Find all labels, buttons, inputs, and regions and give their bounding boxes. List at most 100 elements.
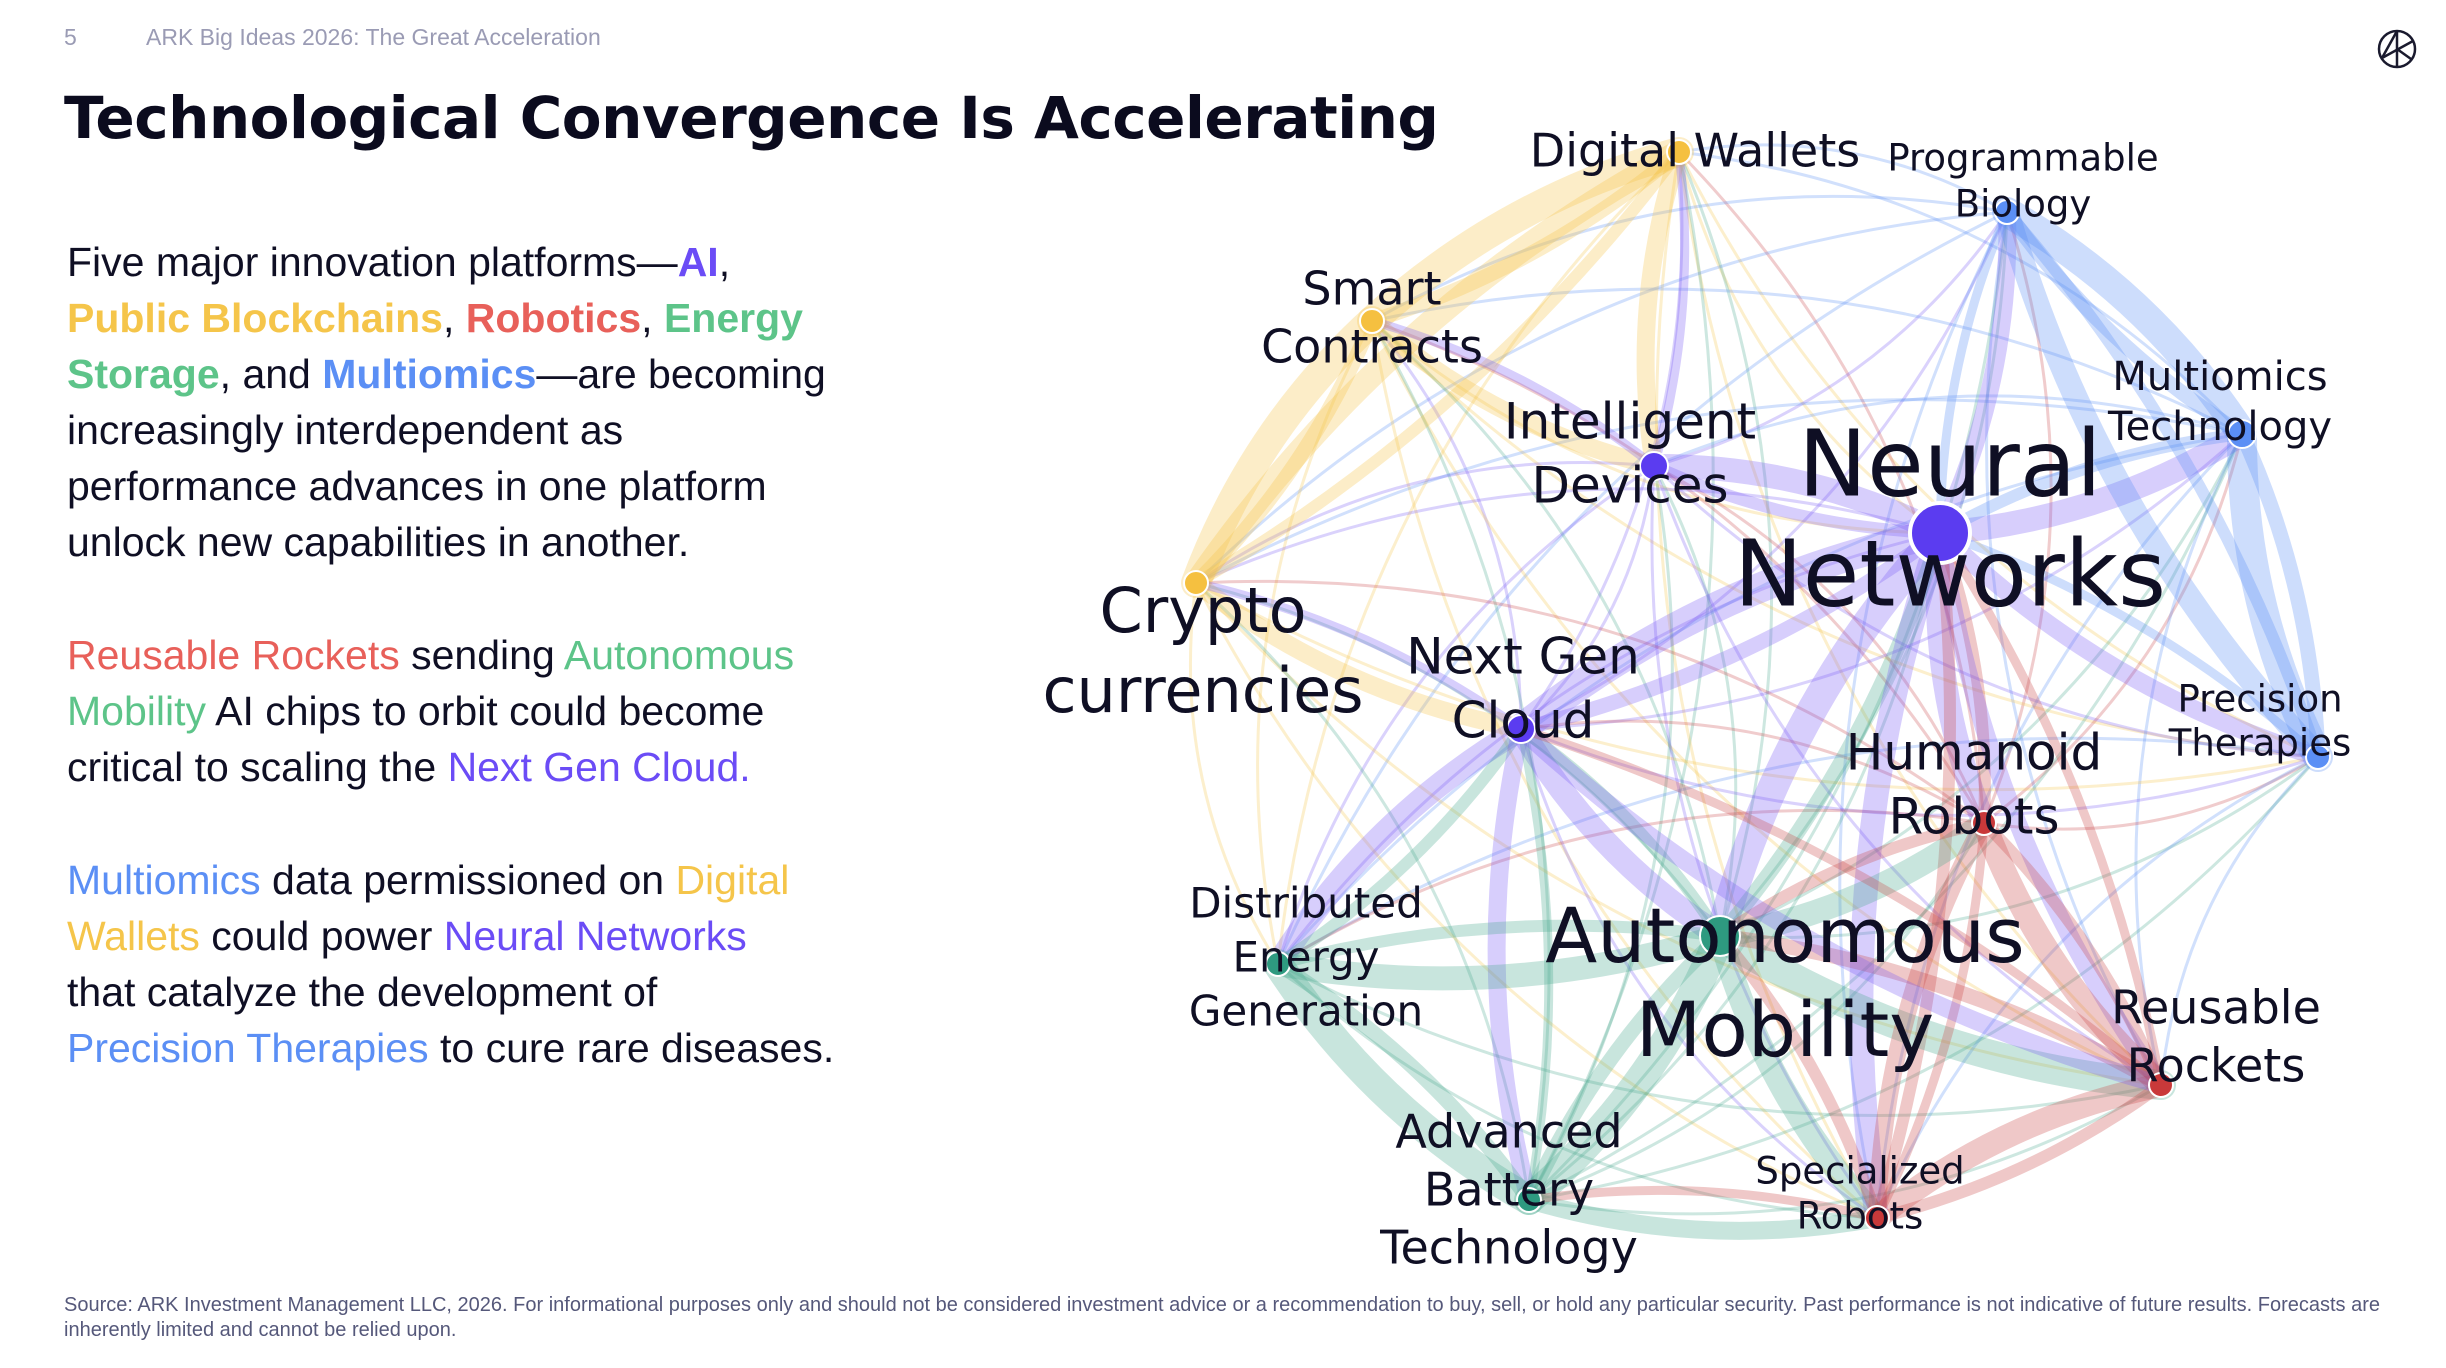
highlight-ai: Neural Networks	[443, 913, 747, 959]
connection-edge-de-ab	[1270, 956, 1537, 1208]
text-segment: unlock new capabilities in another.	[67, 519, 690, 565]
node-label-nn: Neural	[1798, 410, 2102, 517]
node-label-pb: Programmable	[1887, 137, 2158, 180]
connection-edge-de-am	[1272, 919, 1726, 970]
paragraph-line: critical to scaling the Next Gen Cloud.	[67, 739, 794, 795]
connection-edge	[1652, 465, 1738, 937]
connection-edge	[1371, 319, 1722, 937]
node-label-sc: Contracts	[1261, 320, 1483, 374]
connection-edge-dw-cc	[1184, 140, 1691, 595]
connection-edge-nn-hr	[1934, 527, 1991, 829]
connection-edge	[1653, 394, 2243, 468]
highlight-multiomics: Multiomics	[67, 857, 261, 903]
connection-edge-nn-mt	[1928, 422, 2254, 545]
connection-edge-mt-pt	[2226, 419, 2333, 772]
highlight-blockchain: Wallets	[67, 913, 200, 959]
connection-edge	[1370, 320, 2162, 1087]
node-id	[1639, 451, 1669, 481]
text-segment: Five major innovation platforms—	[67, 239, 678, 285]
connection-edge-am-sr	[1714, 930, 1883, 1224]
node-de	[1265, 951, 1291, 977]
multiomics-example-paragraph: Multiomics data permissioned on Digital W…	[67, 852, 834, 1076]
connection-edge	[1527, 211, 2009, 1202]
connection-edge	[1520, 211, 2009, 731]
connection-edge-ab-sr	[1520, 1191, 1886, 1240]
connection-edge	[1719, 755, 2319, 940]
node-label-pb: Biology	[1955, 183, 2092, 226]
node-ab	[1516, 1187, 1542, 1213]
connection-edge-rr-sr	[1871, 1079, 2167, 1224]
connection-edge	[1195, 461, 1655, 585]
node-ngc	[1506, 714, 1536, 744]
text-segment: to cure rare diseases.	[428, 1025, 835, 1071]
connection-edge	[1653, 211, 2009, 468]
connection-edge	[1520, 432, 2244, 731]
connection-edge-mt-pt	[2234, 426, 2326, 765]
connection-edge-rr-sr	[1865, 1073, 2173, 1230]
node-label-de: Energy	[1232, 933, 1379, 982]
paragraph-line: Wallets could power Neural Networks	[67, 908, 834, 964]
node-label-hr: Robots	[1888, 788, 2059, 846]
connection-edge	[1276, 210, 2008, 965]
node-pb	[1994, 199, 2020, 225]
connection-edge-nn-pt	[1931, 524, 2327, 766]
node-label-ab: Battery	[1424, 1163, 1594, 1217]
connection-edge-am-hr	[1714, 817, 1990, 942]
node-label-sc: Smart	[1302, 262, 1441, 316]
connection-edge-nn-hr	[1925, 521, 1996, 835]
connection-edge-nn-ngc	[1513, 525, 1948, 737]
connection-edge	[1276, 150, 1681, 965]
node-label-ngc: Cloud	[1452, 692, 1595, 750]
highlight-ai: AI	[677, 239, 719, 285]
highlight-multiomics: Multiomics	[322, 351, 537, 397]
highlight-ai: Next Gen Cloud.	[447, 744, 751, 790]
node-am	[1699, 915, 1741, 957]
connection-edge	[1719, 433, 2244, 938]
connection-edge	[1527, 465, 1674, 1201]
connection-edge	[1678, 150, 2244, 436]
paragraph-line: unlock new capabilities in another.	[67, 514, 826, 570]
connection-edge	[1519, 728, 1878, 1220]
text-segment: increasingly interdependent as	[67, 407, 624, 453]
connection-edge-nn-rr	[1931, 524, 2170, 1094]
highlight-robotics: Reusable Rockets	[67, 632, 400, 678]
connection-edge	[1652, 465, 2162, 1087]
connection-edge	[1195, 579, 1985, 825]
node-mt	[2227, 419, 2257, 449]
highlight-blockchain: Digital	[675, 857, 790, 903]
node-label-nn: Networks	[1734, 520, 2166, 627]
connection-edge-sc-id	[1367, 316, 1659, 471]
paragraph-line: increasingly interdependent as	[67, 402, 826, 458]
text-segment: sending	[399, 632, 564, 678]
connection-edge-nn-id	[1648, 460, 1946, 539]
text-segment: , and	[219, 351, 323, 397]
connection-edge	[1194, 581, 1531, 1201]
text-segment: could power	[199, 913, 444, 959]
connection-edge-dw-id	[1649, 147, 1690, 471]
highlight-robotics: Robotics	[465, 295, 642, 341]
connection-edge	[1370, 320, 1523, 730]
connection-edge	[1276, 432, 2243, 965]
connection-edge	[1655, 151, 1879, 1219]
node-label-dw: Digital Wallets	[1530, 124, 1860, 178]
connection-edge-cc-ngc	[1191, 578, 1526, 734]
connection-edges	[1181, 137, 2333, 1240]
connection-edge-cc-ngc	[1187, 574, 1530, 738]
node-nn	[1908, 501, 1972, 565]
node-hr	[1971, 810, 1997, 836]
connection-edge	[1650, 465, 1879, 1219]
connection-edge	[1528, 1083, 2162, 1216]
connection-edge-hr-rr	[1978, 817, 2167, 1091]
connection-edge	[1677, 151, 2163, 1087]
connection-edge-nn-pb	[1931, 203, 2017, 542]
paragraph-line: Precision Therapies to cure rare disease…	[67, 1020, 834, 1076]
connection-edge-ngc-de	[1266, 717, 1533, 976]
paragraph-line: Five major innovation platforms—AI,	[67, 234, 826, 290]
connection-edge	[1371, 194, 2008, 323]
deck-title: ARK Big Ideas 2026: The Great Accelerati…	[146, 24, 601, 50]
connection-edge-nn-sr	[1849, 521, 1952, 1230]
connection-edge	[1718, 211, 2009, 937]
paragraph-line: that catalyze the development of	[67, 964, 834, 1020]
connection-edge-am-sr	[1708, 924, 1889, 1230]
